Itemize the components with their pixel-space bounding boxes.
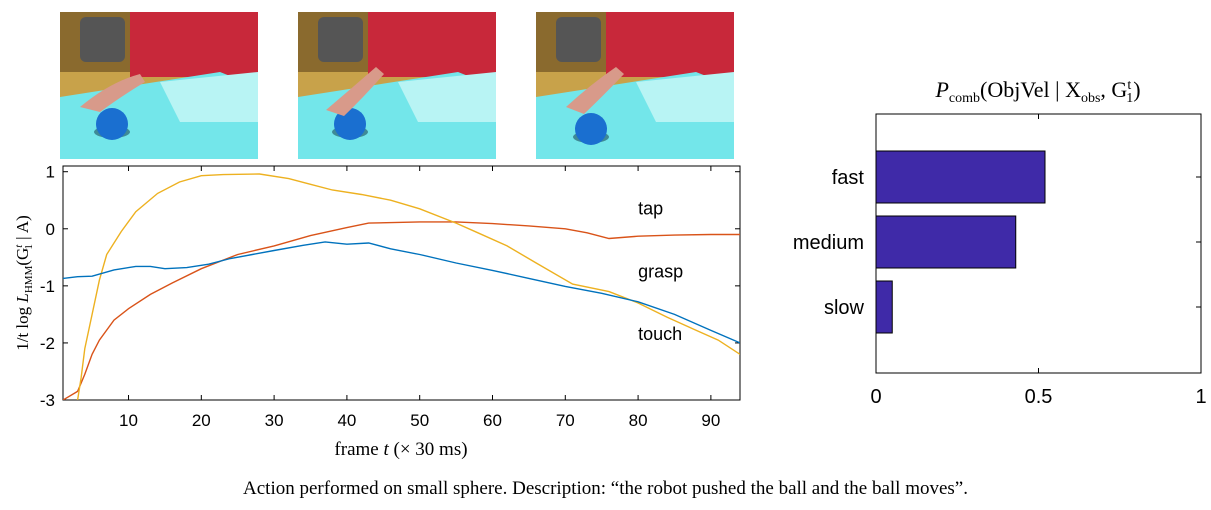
video-frame-1 xyxy=(60,12,258,159)
y-tick-label: -2 xyxy=(40,334,55,353)
bar-chart-title: Pcomb(ObjVel | Xobs, Gt 1) xyxy=(934,77,1140,106)
x-tick-label: 40 xyxy=(337,411,356,430)
x-tick-label: 80 xyxy=(629,411,648,430)
x-tick-label: 20 xyxy=(192,411,211,430)
touch-series-label: touch xyxy=(638,324,682,344)
x-tick-label: 70 xyxy=(556,411,575,430)
bar-x-tick-label: 1 xyxy=(1195,386,1206,408)
y-tick-label: -1 xyxy=(40,277,55,296)
y-axis-label: 1/t log LHMM(Gt1 | A) xyxy=(13,215,35,351)
figure-caption: Action performed on small sphere. Descri… xyxy=(243,478,968,499)
bar-x-tick-label: 0 xyxy=(870,386,881,408)
y-tick-label: 1 xyxy=(46,163,55,182)
grasp-series-line xyxy=(76,173,740,400)
bar-medium xyxy=(875,215,1017,269)
line-plot-area xyxy=(62,165,741,401)
x-axis-label: frame t (× 30 ms) xyxy=(334,439,467,460)
x-tick-label: 90 xyxy=(701,411,720,430)
bar-category-label: fast xyxy=(832,167,865,189)
video-frame-3 xyxy=(536,12,734,159)
bar-category-label: slow xyxy=(824,297,865,319)
bar-category-label: medium xyxy=(793,232,864,254)
bar-slow xyxy=(875,280,893,334)
video-frame-2 xyxy=(298,12,496,159)
x-tick-label: 60 xyxy=(483,411,502,430)
bar-x-tick-label: 0.5 xyxy=(1025,386,1053,408)
y-tick-label: 0 xyxy=(46,220,55,239)
velocity-probability-bar-chart: Pcomb(ObjVel | Xobs, Gt 1) 0 0.5 1 fast medi… xyxy=(793,77,1207,408)
bar-fast xyxy=(875,150,1046,204)
tap-series-label: tap xyxy=(638,199,663,219)
grasp-series-label: grasp xyxy=(638,261,683,281)
tap-series-line xyxy=(63,221,740,400)
x-tick-label: 50 xyxy=(410,411,429,430)
touch-series-line xyxy=(63,241,740,344)
y-tick-label: -3 xyxy=(40,391,55,410)
x-tick-label: 30 xyxy=(265,411,284,430)
x-tick-label: 10 xyxy=(119,411,138,430)
